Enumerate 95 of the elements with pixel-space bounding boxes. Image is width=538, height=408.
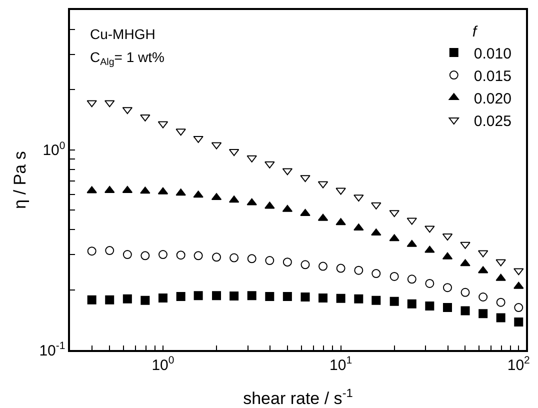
x-tick-label: 10$^{0}$	[152, 354, 174, 374]
legend-label: 0.010	[474, 45, 512, 62]
x-axis-title: shear rate / s$^{-1}$	[243, 386, 354, 408]
point	[264, 202, 275, 209]
legend-label: 0.015	[474, 68, 512, 85]
point	[176, 128, 186, 136]
point	[496, 274, 506, 281]
point	[371, 228, 382, 236]
point	[425, 301, 434, 310]
point	[354, 294, 364, 304]
point	[514, 282, 524, 289]
point	[460, 242, 470, 249]
point	[230, 292, 239, 301]
point	[212, 291, 222, 300]
point	[176, 250, 186, 260]
point	[105, 295, 114, 304]
point	[140, 186, 150, 194]
point	[300, 292, 310, 302]
point	[442, 303, 452, 312]
point	[140, 251, 150, 260]
point	[425, 278, 434, 288]
x-tick-label: 10$^{1}$	[330, 354, 352, 374]
legend-title: f	[472, 23, 478, 40]
point	[354, 194, 364, 202]
point	[390, 272, 399, 281]
point	[122, 294, 132, 304]
point	[354, 224, 364, 231]
point	[212, 252, 222, 262]
point	[424, 246, 435, 253]
point	[193, 136, 204, 143]
annotation: Cu-MHGH	[90, 26, 156, 42]
point	[105, 246, 114, 256]
point	[194, 291, 203, 300]
point	[318, 293, 328, 302]
point	[407, 274, 416, 284]
point	[194, 251, 203, 260]
point	[86, 100, 97, 108]
point	[193, 190, 204, 198]
point	[158, 250, 168, 260]
point	[176, 292, 186, 302]
point	[478, 292, 488, 302]
point	[389, 210, 400, 218]
point	[158, 293, 168, 302]
point	[300, 260, 310, 270]
point	[265, 256, 274, 266]
point	[371, 202, 382, 210]
point	[406, 240, 417, 247]
point	[424, 226, 435, 233]
point	[230, 253, 239, 262]
point	[460, 288, 470, 297]
point	[460, 259, 470, 266]
point	[318, 262, 328, 271]
point	[246, 155, 257, 162]
point	[140, 114, 150, 122]
point	[336, 294, 346, 303]
point	[406, 218, 417, 225]
point	[372, 296, 381, 305]
point	[300, 208, 310, 216]
point	[282, 258, 292, 267]
point	[514, 268, 524, 276]
annotation: C$_{Alg}$= 1 wt%	[90, 49, 164, 68]
point	[176, 188, 186, 196]
point	[87, 246, 96, 256]
point	[496, 259, 506, 266]
point	[390, 296, 399, 306]
point	[354, 266, 364, 275]
point	[442, 283, 452, 292]
point	[300, 175, 310, 182]
point	[407, 299, 416, 308]
legend-label: 0.020	[474, 90, 512, 108]
point	[496, 298, 506, 307]
point	[264, 161, 275, 168]
point	[122, 250, 132, 260]
point	[389, 234, 400, 242]
point	[247, 254, 256, 264]
point	[496, 313, 506, 322]
point	[265, 292, 274, 302]
point	[478, 309, 488, 318]
point	[282, 292, 292, 302]
point	[247, 291, 256, 300]
legend-label: 0.025	[474, 112, 512, 130]
point	[372, 269, 381, 278]
point	[86, 186, 97, 194]
point	[460, 306, 470, 316]
point	[246, 198, 257, 206]
point	[336, 188, 346, 195]
y-tick-label: 10$^{-1}$	[39, 340, 66, 360]
point	[336, 218, 346, 226]
y-axis-title: η / Pa s	[10, 151, 30, 209]
point	[87, 295, 96, 304]
point	[336, 264, 346, 273]
point	[140, 296, 150, 305]
point	[514, 318, 524, 327]
point	[514, 303, 524, 312]
x-tick-label: 10$^{2}$	[507, 354, 530, 374]
